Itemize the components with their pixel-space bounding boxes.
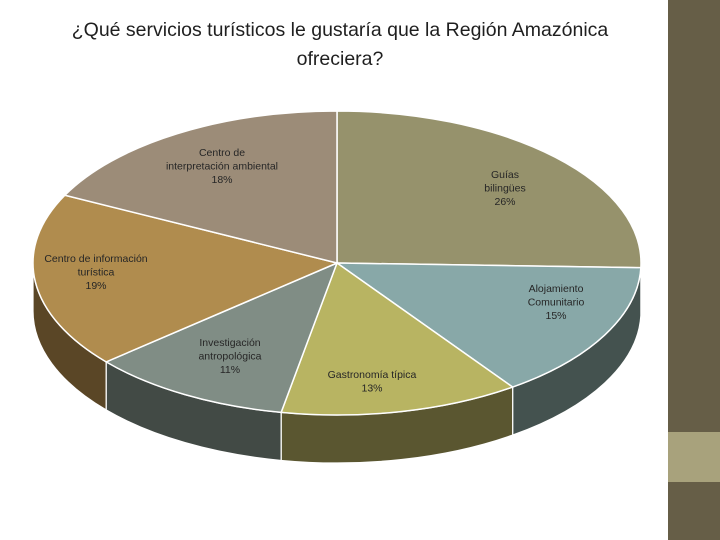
data-label-guias-bilingues: Guías bilingües 26% — [484, 169, 525, 208]
slice-alojamiento-comunitario — [334, 262, 642, 388]
data-label-investigacion-antropologica: Investigación antropológica 11% — [198, 337, 261, 376]
slice-investigacion-antropologica — [104, 261, 339, 414]
slice-gastronomia-tipica — [280, 261, 515, 416]
slice-centro-de-informacion-turistica — [32, 194, 340, 363]
data-label-centro-de-informacion-turistica: Centro de información turística 19% — [44, 253, 147, 292]
data-label-gastronomia-tipica: Gastronomía típica 13% — [328, 369, 417, 395]
data-label-centro-de-interpretacion-ambiental: Centro de interpretación ambiental 18% — [166, 147, 278, 186]
decorative-side-bar-accent — [668, 432, 720, 482]
chart-title: ¿Qué servicios turísticos le gustaría qu… — [71, 19, 609, 70]
slice-guias-bilingues — [336, 110, 642, 269]
data-label-alojamiento-comunitario: Alojamiento Comunitario 15% — [528, 283, 585, 322]
slice-centro-de-interpretacion-ambiental — [63, 110, 338, 264]
